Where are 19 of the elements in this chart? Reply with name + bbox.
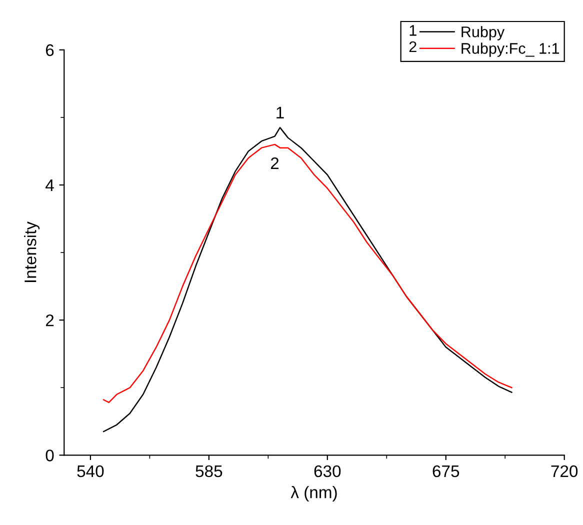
x-tick-label: 630 [314, 465, 341, 478]
x-axis-title: λ (nm) [290, 486, 337, 502]
y-tick-label: 2 [46, 314, 54, 326]
annotation: 2 [270, 157, 279, 170]
x-tick-label: 540 [77, 465, 104, 478]
x-tick-label: 675 [432, 465, 460, 478]
text: 1 [410, 25, 416, 36]
x-tick-label: 720 [551, 465, 578, 478]
line-series [102, 144, 512, 404]
legend-label: Rubpy:Fc_ 1:1 [462, 42, 560, 57]
y-tick-label: 4 [46, 180, 54, 192]
annotation: 1 [276, 106, 284, 118]
x-tick-label: 585 [196, 465, 222, 478]
legend-label: Rubpy [462, 26, 505, 40]
y-axis-title: Intensity [24, 222, 40, 282]
y-tick-label: 0 [46, 450, 54, 462]
text: 2 [409, 41, 416, 52]
y-tick-label: 6 [46, 44, 54, 56]
line-series [102, 126, 512, 432]
